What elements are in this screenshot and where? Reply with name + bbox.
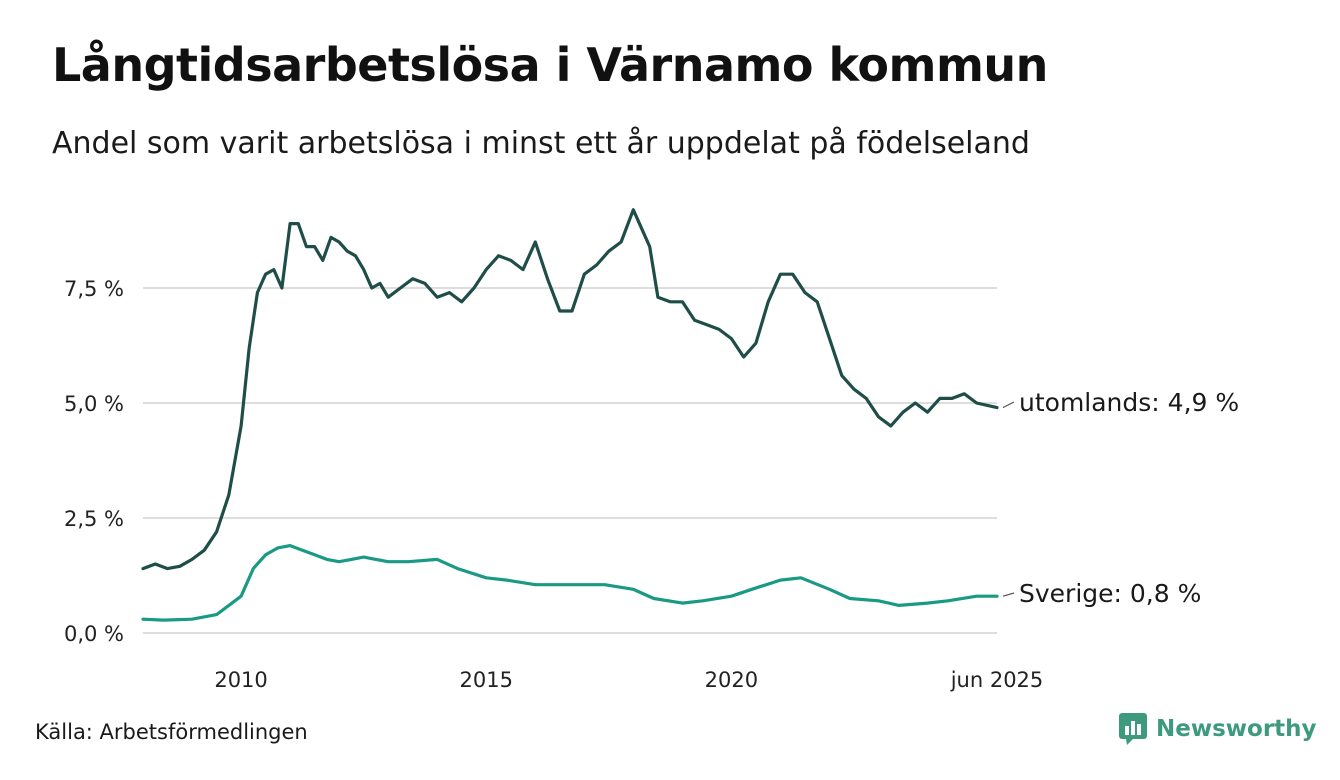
x-tick-label: 2015 (460, 668, 513, 692)
y-tick-label: 5,0 % (64, 392, 124, 416)
x-tick-label: jun 2025 (950, 668, 1044, 692)
chart-subtitle: Andel som varit arbetslösa i minst ett å… (52, 126, 1030, 161)
x-tick-label: 2020 (705, 668, 758, 692)
newsworthy-logo-icon (1119, 713, 1147, 745)
grid-layer (143, 287, 997, 634)
y-tick-label: 7,5 % (64, 277, 124, 301)
line-chart: 0,0 % 2,5 % 5,0 % 7,5 % 2010 2015 2020 jun 202… (64, 208, 1239, 692)
series-line-sverige (141, 544, 999, 622)
y-tick-label: 0,0 % (64, 622, 124, 646)
end-label-leader (1002, 401, 1015, 409)
series-line-utomlands (141, 208, 999, 571)
y-axis-ticks: 0,0 % 2,5 % 5,0 % 7,5 % (64, 277, 124, 646)
end-label-sverige: Sverige: 0,8 % (1019, 579, 1201, 608)
end-label-utomlands: utomlands: 4,9 % (1019, 388, 1239, 417)
y-tick-label: 2,5 % (64, 507, 124, 531)
x-tick-label: 2010 (214, 668, 267, 692)
chart-title: Långtidsarbetslösa i Värnamo kommun (52, 38, 1048, 92)
brand-name: Newsworthy (1156, 716, 1317, 742)
x-axis-ticks: 2010 2015 2020 jun 2025 (214, 668, 1043, 692)
source-note: Källa: Arbetsförmedlingen (35, 720, 308, 744)
end-label-layer: utomlands: 4,9 % Sverige: 0,8 % (1002, 388, 1239, 608)
series-layer (141, 208, 999, 622)
end-label-leader (1002, 592, 1015, 597)
brand-logo[interactable]: Newsworthy (1118, 712, 1317, 746)
